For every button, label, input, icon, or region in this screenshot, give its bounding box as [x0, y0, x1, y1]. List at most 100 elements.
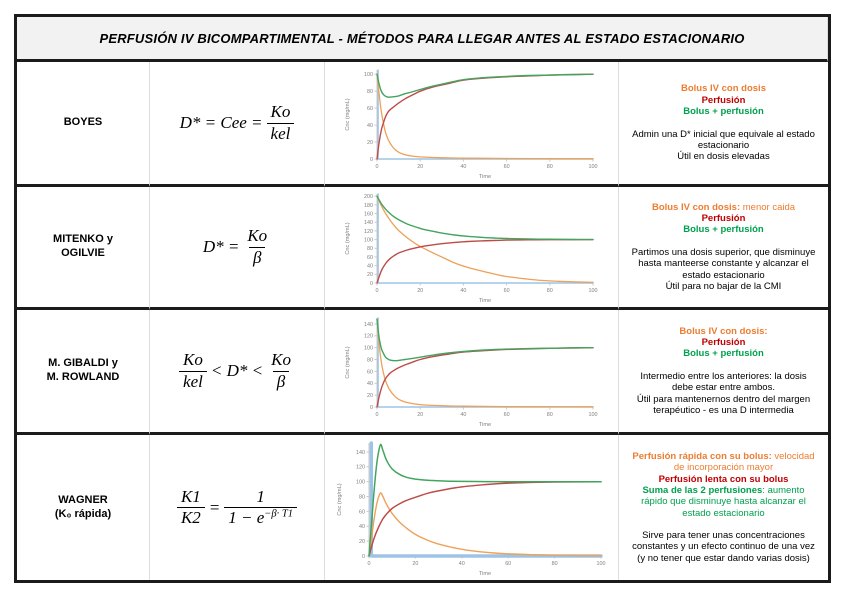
svg-text:100: 100: [364, 72, 373, 78]
svg-text:Time: Time: [478, 298, 490, 304]
svg-text:0: 0: [367, 561, 370, 567]
name-line: BOYES: [63, 116, 103, 129]
svg-text:Cnc (mg/mL): Cnc (mg/mL): [337, 483, 343, 515]
svg-text:60: 60: [367, 255, 373, 261]
text-line: Sirve para tener unas concentraciones co…: [632, 530, 815, 564]
chart-boyes: 0 20 40 60 80 100 0 20 40 60 80 100 Cnc (mg/mL) Time: [325, 62, 619, 187]
series-dosis-input: [376, 193, 594, 284]
series-dosis-input: [369, 440, 603, 558]
formula-gibaldi-rowland: Ko kel < D* < Ko β: [150, 310, 325, 435]
svg-text:40: 40: [460, 164, 466, 170]
svg-text:140: 140: [364, 322, 373, 328]
series-bolus-perfusi-n: [375, 73, 594, 98]
name-line: OGILVIE: [61, 247, 105, 259]
notes-highlight: Bolus IV con dosis: menor caida Perfusión…: [652, 202, 795, 236]
svg-text:0: 0: [370, 281, 373, 287]
methods-table: PERFUSIÓN IV BICOMPARTIMENTAL - MÉTODOS …: [14, 14, 831, 583]
svg-text:40: 40: [460, 412, 466, 418]
svg-text:40: 40: [367, 264, 373, 270]
svg-text:20: 20: [359, 539, 365, 545]
text-line: Bolus IV con dosis:: [679, 325, 768, 337]
notes-body: Admin una D* inicial que equivale al est…: [629, 129, 818, 163]
name-line: M. GIBALDI y: [48, 357, 118, 370]
svg-text:60: 60: [503, 288, 509, 294]
text-line: Bolus + perfusión: [683, 224, 764, 236]
svg-text:0: 0: [370, 405, 373, 411]
svg-text:Cnc (mg/mL): Cnc (mg/mL): [345, 346, 351, 378]
notes-highlight: Bolus IV con dosis: Perfusión Bolus + perf…: [679, 326, 767, 360]
notes-highlight: Bolus IV con dosis Perfusión Bolus + perfu…: [681, 83, 766, 117]
notes-mitenko-ogilvie: Bolus IV con dosis: menor caida Perfusión…: [619, 187, 828, 310]
svg-text:20: 20: [417, 164, 423, 170]
notes-body: Intermedio entre los anteriores: la dosi…: [629, 371, 818, 417]
text-line: Perfusión: [701, 213, 746, 225]
svg-text:60: 60: [367, 369, 373, 375]
notes-body: Sirve para tener unas concentraciones co…: [629, 530, 818, 564]
notes-boyes: Bolus IV con dosis Perfusión Bolus + perfu…: [619, 62, 828, 187]
series-bolus-perfusi-n: [375, 318, 594, 362]
svg-text:Cnc (mg/mL): Cnc (mg/mL): [345, 98, 351, 130]
svg-text:20: 20: [367, 393, 373, 399]
text-line: Bolus + perfusión: [683, 348, 764, 360]
svg-text:60: 60: [503, 412, 509, 418]
svg-text:80: 80: [546, 288, 552, 294]
notes-gibaldi-rowland: Bolus IV con dosis: Perfusión Bolus + perf…: [619, 310, 828, 435]
chart-wagner: 0 20 40 60 80 100 120 140 0 20 40 60 80 100 Cnc (mg/mL…: [325, 435, 619, 580]
svg-text:80: 80: [359, 494, 365, 500]
svg-text:60: 60: [505, 561, 511, 567]
svg-text:80: 80: [367, 357, 373, 363]
series-bolus-perfusi-n: [375, 195, 594, 241]
svg-text:20: 20: [417, 288, 423, 294]
series-bolus-iv-con-dosis-menor-caida-: [375, 195, 594, 283]
text-line: Útil para no bajar de la CMI: [665, 280, 782, 292]
svg-text:100: 100: [596, 561, 605, 567]
chart-gibaldi-rowland: 0 20 40 60 80 100 120 140 0 20 40 60 80 100 Cnc (mg/mL…: [325, 310, 619, 435]
text-line: Partimos una dosis superior, que disminu…: [631, 246, 816, 281]
svg-text:140: 140: [364, 220, 373, 226]
series-suma-de-las-2-perfusiones: [367, 443, 602, 557]
concentration-time-plot: 0 20 40 60 80 100 120 140 0 20 40 60 80 100 Cnc (mg/mL…: [345, 317, 597, 428]
text-line: Suma de las 2 perfusiones: aumento rápid…: [641, 484, 806, 519]
svg-text:100: 100: [364, 346, 373, 352]
series-perfusi-n-lenta-con-su-bolus: [367, 480, 602, 557]
svg-text:160: 160: [364, 211, 373, 217]
name-line: WAGNER: [58, 493, 108, 506]
svg-text:0: 0: [375, 164, 378, 170]
series-perfusi-n-r-pida-con-su-bolus: [367, 491, 602, 557]
svg-text:0: 0: [362, 553, 365, 559]
series-dosis-input: [376, 69, 594, 160]
svg-text:100: 100: [588, 164, 597, 170]
svg-text:100: 100: [364, 237, 373, 243]
svg-text:180: 180: [364, 203, 373, 209]
svg-text:140: 140: [356, 449, 365, 455]
text-line: Bolus IV con dosis: [681, 83, 766, 95]
series-perfusi-n: [375, 73, 594, 160]
svg-text:100: 100: [356, 479, 365, 485]
svg-text:80: 80: [551, 561, 557, 567]
method-name-boyes: BOYES: [17, 62, 150, 187]
series-perfusi-n: [375, 238, 594, 284]
svg-text:0: 0: [370, 157, 373, 163]
method-name-wagner: WAGNER (K₀ rápida): [17, 435, 150, 580]
svg-text:80: 80: [546, 164, 552, 170]
notes-wagner: Perfusión rápida con su bolus: velocidad…: [619, 435, 828, 580]
concentration-time-plot: 0 20 40 60 80 100 120 140 0 20 40 60 80 100 Cnc (mg/mL…: [337, 440, 605, 577]
chart-mitenko-ogilvie: 0 20 40 60 80 100 120 140 160 180 200 0 20 40 60 80 100 C…: [325, 187, 619, 310]
svg-text:40: 40: [367, 123, 373, 129]
svg-text:40: 40: [359, 524, 365, 530]
svg-text:60: 60: [367, 106, 373, 112]
text-line: Bolus + perfusión: [683, 106, 764, 118]
svg-text:Time: Time: [478, 174, 490, 180]
svg-text:120: 120: [364, 229, 373, 235]
svg-text:200: 200: [364, 194, 373, 200]
svg-text:60: 60: [503, 164, 509, 170]
method-name-mitenko-ogilvie: MITENKO y OGILVIE: [17, 187, 150, 310]
svg-text:80: 80: [367, 89, 373, 95]
svg-text:0: 0: [375, 412, 378, 418]
svg-text:20: 20: [417, 412, 423, 418]
svg-text:20: 20: [367, 272, 373, 278]
name-line: (K₀ rápida): [54, 507, 112, 520]
text-line: Perfusión: [701, 337, 746, 349]
